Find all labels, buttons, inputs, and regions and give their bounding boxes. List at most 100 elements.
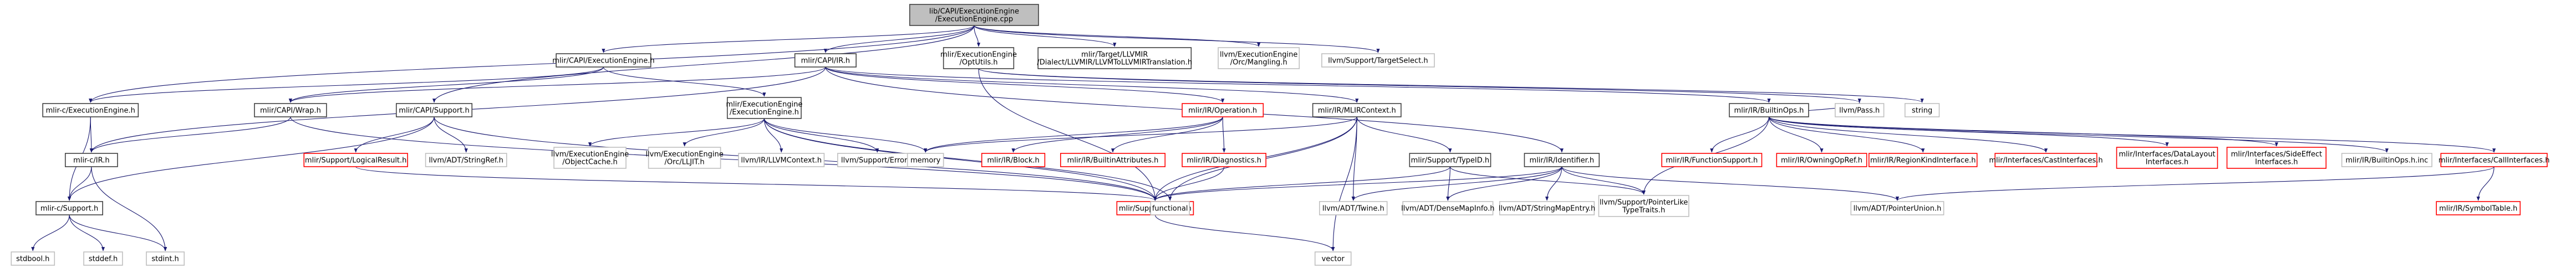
- node-label: stdint.h: [151, 255, 179, 264]
- edge-ee-ee-to-functional: [763, 118, 1172, 201]
- node-box: [2226, 147, 2327, 169]
- node-box: [1524, 153, 1600, 167]
- node-pointerunion[interactable]: llvm/ADT/PointerUnion.h: [1850, 201, 1944, 215]
- node-ir-mlircontext[interactable]: mlir/IR/MLIRContext.h: [1312, 103, 1402, 117]
- node-label: mlir/CAPI/IR.h: [801, 57, 850, 65]
- node-box: [1218, 47, 1300, 69]
- node-box: [1994, 153, 2098, 167]
- node-label: functional: [1152, 205, 1188, 213]
- node-label: mlir/IR/Identifier.h: [1530, 157, 1595, 165]
- edge-typeid-to-pointerlike: [1449, 166, 1646, 195]
- node-orc-lljit[interactable]: llvm/ExecutionEngine/Orc/LLJIT.h: [645, 147, 724, 169]
- node-twine[interactable]: llvm/ADT/Twine.h: [1319, 201, 1388, 215]
- node-llvmcontext[interactable]: llvm/IR/LLVMContext.h: [738, 153, 825, 167]
- edge-ir-builtinops-to-funcsupport: [1710, 116, 1770, 153]
- node-stdint[interactable]: stdint.h: [146, 251, 185, 266]
- node-densemapinfo[interactable]: llvm/ADT/DenseMapInfo.h: [1401, 201, 1495, 215]
- edge-capi-support-to-stringref: [434, 116, 468, 153]
- edge-ir-builtinops-to-castinterfaces: [1768, 116, 2048, 153]
- node-ee-ee[interactable]: mlir/ExecutionEngine/ExecutionEngine.h: [726, 97, 802, 119]
- edge-ir-builtinops-to-callinterfaces: [1768, 116, 2496, 153]
- node-capi-ir[interactable]: mlir/CAPI/IR.h: [794, 53, 857, 68]
- node-funcsupport[interactable]: mlir/IR/FunctionSupport.h: [1661, 153, 1763, 167]
- node-ir-operation[interactable]: mlir/IR/Operation.h: [1182, 103, 1264, 117]
- node-vector[interactable]: vector: [1314, 251, 1352, 266]
- node-objectcache[interactable]: llvm/ExecutionEngine/ObjectCache.h: [551, 147, 629, 169]
- node-ir-builtinops[interactable]: mlir/IR/BuiltinOps.h: [1729, 103, 1809, 117]
- node-functional[interactable]: functional: [1150, 201, 1190, 215]
- node-logicalresult[interactable]: mlir/Support/LogicalResult.h: [303, 153, 408, 167]
- node-box: [2341, 153, 2432, 167]
- edge-root-to-target-llvmir: [974, 25, 1117, 47]
- node-label: string: [1912, 107, 1932, 115]
- node-capi-support[interactable]: mlir/CAPI/Support.h: [395, 103, 473, 117]
- edge-root-to-c-ee: [89, 25, 975, 103]
- node-target-llvmir[interactable]: mlir/Target/LLVMIR/Dialect/LLVMIR/LLVMTo…: [1037, 47, 1192, 69]
- edge-c-ir-to-c-support: [68, 166, 92, 201]
- node-ir-block[interactable]: mlir/IR/Block.h: [981, 153, 1046, 167]
- node-regionkind[interactable]: mlir/IR/RegionKindInterface.h: [1868, 153, 1978, 167]
- node-castinterfaces[interactable]: mlir/Interfaces/CastInterfaces.h: [1989, 153, 2103, 167]
- node-label: mlir/Target/LLVMIR: [1081, 51, 1148, 59]
- edge-ir-mlircontext-to-memory: [924, 116, 1357, 153]
- node-capi-wrap[interactable]: mlir/CAPI/Wrap.h: [254, 103, 327, 117]
- edge-ee-ee-to-llvmcontext: [763, 118, 783, 153]
- node-box: [2116, 147, 2218, 169]
- node-typeid[interactable]: mlir/Support/TypeID.h: [1409, 153, 1491, 167]
- node-c-support[interactable]: mlir-c/Support.h: [35, 201, 103, 215]
- node-string[interactable]: string: [1904, 103, 1940, 117]
- node-symboltable[interactable]: mlir/IR/SymbolTable.h: [2436, 201, 2521, 215]
- node-c-ir[interactable]: mlir-c/IR.h: [64, 153, 118, 167]
- node-box: [1598, 195, 1689, 217]
- node-box: [254, 103, 327, 117]
- node-support-error[interactable]: llvm/Support/Error.h: [837, 153, 918, 167]
- node-label: mlir/CAPI/Support.h: [399, 107, 469, 115]
- node-capi-ee[interactable]: mlir/CAPI/ExecutionEngine.h: [552, 53, 655, 68]
- edge-ir-builtinops-to-owningopref: [1768, 116, 1824, 153]
- node-ir-diagnostics[interactable]: mlir/IR/Diagnostics.h: [1182, 153, 1267, 167]
- node-stddef[interactable]: stddef.h: [83, 251, 123, 266]
- edge-root-to-capi-support: [432, 25, 975, 103]
- node-ee-optutils[interactable]: mlir/ExecutionEngine/OptUtils.h: [940, 47, 1017, 69]
- node-stringmapentry[interactable]: llvm/ADT/StringMapEntry.h: [1499, 201, 1596, 215]
- node-root[interactable]: lib/CAPI/ExecutionEngine/ExecutionEngine…: [909, 4, 1039, 26]
- node-stdbool[interactable]: stdbool.h: [11, 251, 55, 266]
- node-owningopref[interactable]: mlir/IR/OwningOpRef.h: [1776, 153, 1867, 167]
- edge-c-support-to-stdbool: [31, 214, 70, 251]
- node-ir-builtinattrs[interactable]: mlir/IR/BuiltinAttributes.h: [1060, 153, 1166, 167]
- node-stringref[interactable]: llvm/ADT/StringRef.h: [425, 153, 507, 167]
- node-box: [425, 153, 507, 167]
- node-memory[interactable]: memory: [907, 153, 944, 167]
- edge-capi-ir-to-ir-mlircontext: [825, 66, 1359, 103]
- edge-ir-operation-to-ir-diagnostics: [1222, 116, 1226, 153]
- edge-ee-optutils-to-support-llvm: [978, 68, 1157, 201]
- node-label: mlir-c/IR.h: [73, 157, 109, 165]
- edge-ir-operation-to-ir-block: [1011, 116, 1223, 153]
- node-label: llvm/ExecutionEngine: [645, 151, 723, 159]
- node-ir-identifier[interactable]: mlir/IR/Identifier.h: [1524, 153, 1600, 167]
- node-box: [553, 147, 627, 169]
- edge-capi-ir-to-ir-builtinops: [825, 66, 1771, 103]
- node-llvm-pass[interactable]: llvm/Pass.h: [1835, 103, 1885, 117]
- node-orc-mangling[interactable]: llvm/ExecutionEngine/Orc/Mangling.h: [1218, 47, 1300, 69]
- edge-root-to-capi-ee: [602, 25, 975, 53]
- node-label: mlir/IR/SymbolTable.h: [2439, 205, 2517, 213]
- edge-logicalresult-to-support-llvm: [355, 166, 1157, 201]
- node-callinterfaces[interactable]: mlir/Interfaces/CallInterfaces.h: [2438, 153, 2550, 167]
- node-box: [303, 153, 408, 167]
- node-c-ee[interactable]: mlir-c/ExecutionEngine.h: [42, 103, 139, 117]
- node-builtinops-inc[interactable]: mlir/IR/BuiltinOps.h.inc: [2341, 153, 2432, 167]
- node-box: [1314, 251, 1352, 266]
- node-label: /Orc/LLJIT.h: [665, 158, 705, 167]
- node-target-select[interactable]: llvm/Support/TargetSelect.h: [1321, 53, 1435, 68]
- edge-callinterfaces-to-pointerunion: [1896, 166, 2494, 201]
- edge-c-support-to-stddef: [69, 214, 105, 251]
- node-box: [83, 251, 123, 266]
- node-label: mlir/IR/FunctionSupport.h: [1666, 157, 1758, 165]
- node-label: mlir/IR/BuiltinAttributes.h: [1067, 157, 1159, 165]
- node-label: mlir/ExecutionEngine: [726, 101, 802, 109]
